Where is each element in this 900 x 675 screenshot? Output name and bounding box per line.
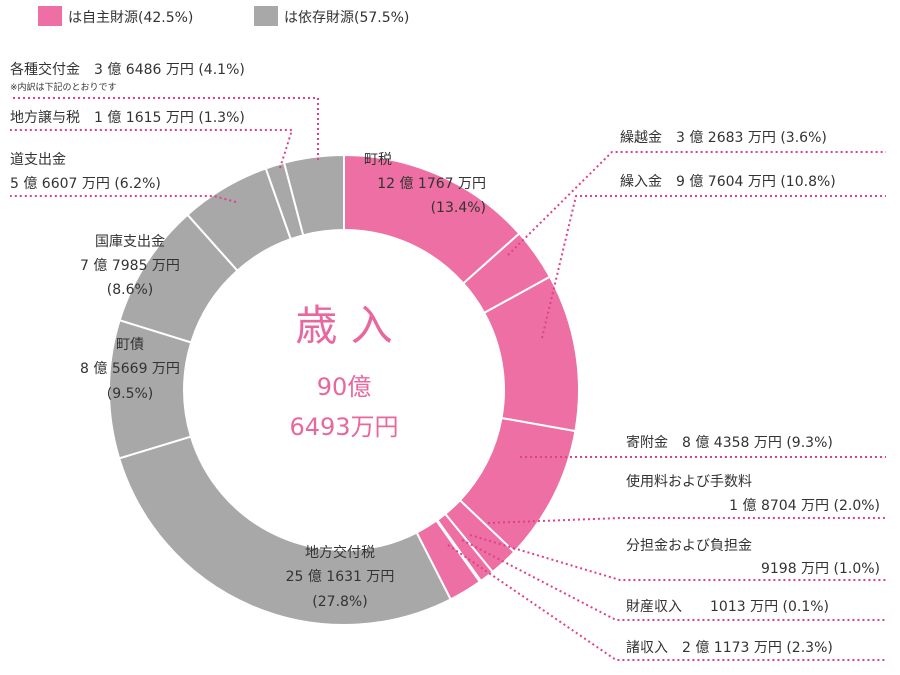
slice-0-label-line-2: (13.4%) xyxy=(431,200,486,216)
slice-2-label-line-0: 繰入金 9 億 7604 万円 (10.8%) xyxy=(620,174,836,190)
legend-label-dependent-revenue: は依存財源(57.5%) xyxy=(284,10,409,26)
legend: は自主財源(42.5%) は依存財源(57.5%) xyxy=(38,6,409,26)
slice-13-label-line-0: 各種交付金 3 億 6486 万円 (4.1%) xyxy=(10,61,245,78)
legend-swatch-dependent-revenue xyxy=(254,6,278,26)
slice-11-label-line-1: 5 億 6607 万円 (6.2%) xyxy=(10,176,161,192)
slice-13 xyxy=(282,153,345,237)
slice-8 xyxy=(117,435,453,626)
slice-0-label-line-0: 町税 xyxy=(364,152,392,168)
slice-5-leader-line xyxy=(469,534,886,581)
slice-12-label-line-0: 地方譲与税 1 億 1615 万円 (1.3%) xyxy=(10,110,245,126)
center-total-line1: 90億 xyxy=(317,373,372,401)
slice-3-label-line-0: 寄附金 8 億 4358 万円 (9.3%) xyxy=(626,434,833,451)
slice-7-label-line-0: 諸収入 2 億 1173 万円 (2.3%) xyxy=(626,640,833,656)
slice-9-label-line-2: (9.5%) xyxy=(107,386,154,402)
slice-8-label-line-1: 25 億 1631 万円 xyxy=(286,569,395,585)
slice-8-label-line-2: (27.8%) xyxy=(312,594,367,610)
slice-9-label-line-0: 町債 xyxy=(116,337,144,353)
slice-2-leader-line xyxy=(541,195,886,339)
donut-slices xyxy=(108,153,580,626)
slice-5-label-line-0: 分担金および負担金 xyxy=(626,538,752,554)
slice-13-leader-line xyxy=(10,97,319,160)
slice-labels: 町税 12 億 1767 万円 (13.4%) 繰越金 3 億 2683 万円 (3.… xyxy=(10,61,880,656)
slice-9-label-line-1: 8 億 5669 万円 xyxy=(80,361,180,377)
center-total-line2: 6493万円 xyxy=(289,413,398,441)
slice-11-label-line-0: 道支出金 xyxy=(10,152,66,168)
slice-6-label-line-0: 財産収入 1013 万円 (0.1%) xyxy=(626,599,829,615)
slice-8-label-line-0: 地方交付税 xyxy=(305,544,375,561)
slice-10-label-line-1: 7 億 7985 万円 xyxy=(80,258,180,274)
slice-11-leader-line xyxy=(10,195,237,203)
slice-5-label-line-1: 9198 万円 (1.0%) xyxy=(761,561,880,577)
legend-label-own-revenue: は自主財源(42.5%) xyxy=(68,10,193,26)
slice-1-label-line-0: 繰越金 3 億 2683 万円 (3.6%) xyxy=(620,130,827,146)
slice-10-label-line-0: 国庫支出金 xyxy=(95,233,165,250)
center-title: 歳 入 xyxy=(295,301,392,350)
slice-0-label-line-1: 12 億 1767 万円 xyxy=(377,176,486,192)
slice-4-leader-line xyxy=(487,517,886,524)
slice-1-leader-line xyxy=(507,151,886,256)
slice-10-label-line-2: (8.6%) xyxy=(107,282,154,298)
legend-swatch-own-revenue xyxy=(38,6,62,26)
slice-4-label-line-0: 使用料および手数料 xyxy=(626,473,752,490)
center-label: 歳 入 90億 6493万円 xyxy=(289,301,398,441)
slice-13-note: ※内訳は下記のとおりです xyxy=(10,81,117,93)
slice-4-label-line-1: 1 億 8704 万円 (2.0%) xyxy=(729,498,880,514)
leader-lines xyxy=(10,97,886,661)
